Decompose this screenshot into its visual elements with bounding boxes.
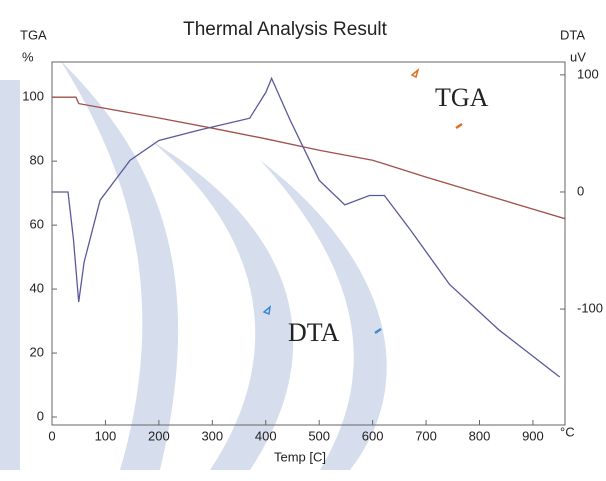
y-axis-name: TGA (20, 27, 47, 42)
x-tick-label: 0 (48, 428, 55, 443)
y-tick-label: 80 (30, 153, 44, 168)
x-tick-label: 400 (255, 428, 277, 443)
x-tick-label: 900 (522, 428, 544, 443)
y-tick-label: 60 (30, 217, 44, 232)
page: {"chart_data": {"type": "line", "title":… (0, 0, 606, 481)
x-unit: °C (560, 424, 575, 439)
y-unit: % (22, 49, 34, 64)
icon (456, 124, 462, 128)
y2-tick-label: 100 (577, 66, 599, 81)
y-tick-label: 20 (30, 344, 44, 359)
x-tick-label: 600 (362, 428, 384, 443)
y-tick-label: 0 (37, 408, 44, 423)
x-tick-label: 500 (308, 428, 330, 443)
x-tick-label: 200 (148, 428, 170, 443)
y2-unit: uV (570, 49, 586, 64)
icon (412, 70, 418, 77)
y-tick-label: 100 (22, 89, 44, 104)
chart: Thermal Analysis Result TGA % DTA uV Tem… (0, 0, 606, 481)
annotation: DTA (288, 318, 340, 347)
y2-tick-label: 0 (577, 183, 584, 198)
watermark (0, 60, 387, 470)
annotation: TGA (435, 83, 489, 112)
x-axis-label: Temp [C] (274, 449, 326, 464)
y-tick-label: 40 (30, 281, 44, 296)
chart-title: Thermal Analysis Result (183, 19, 388, 40)
plot-frame (52, 62, 565, 425)
x-tick-label: 700 (415, 428, 437, 443)
y2-tick-label: -100 (577, 301, 603, 316)
y2-axis-name: DTA (560, 27, 585, 42)
x-tick-label: 100 (95, 428, 117, 443)
x-tick-label: 800 (469, 428, 491, 443)
x-tick-label: 300 (201, 428, 223, 443)
